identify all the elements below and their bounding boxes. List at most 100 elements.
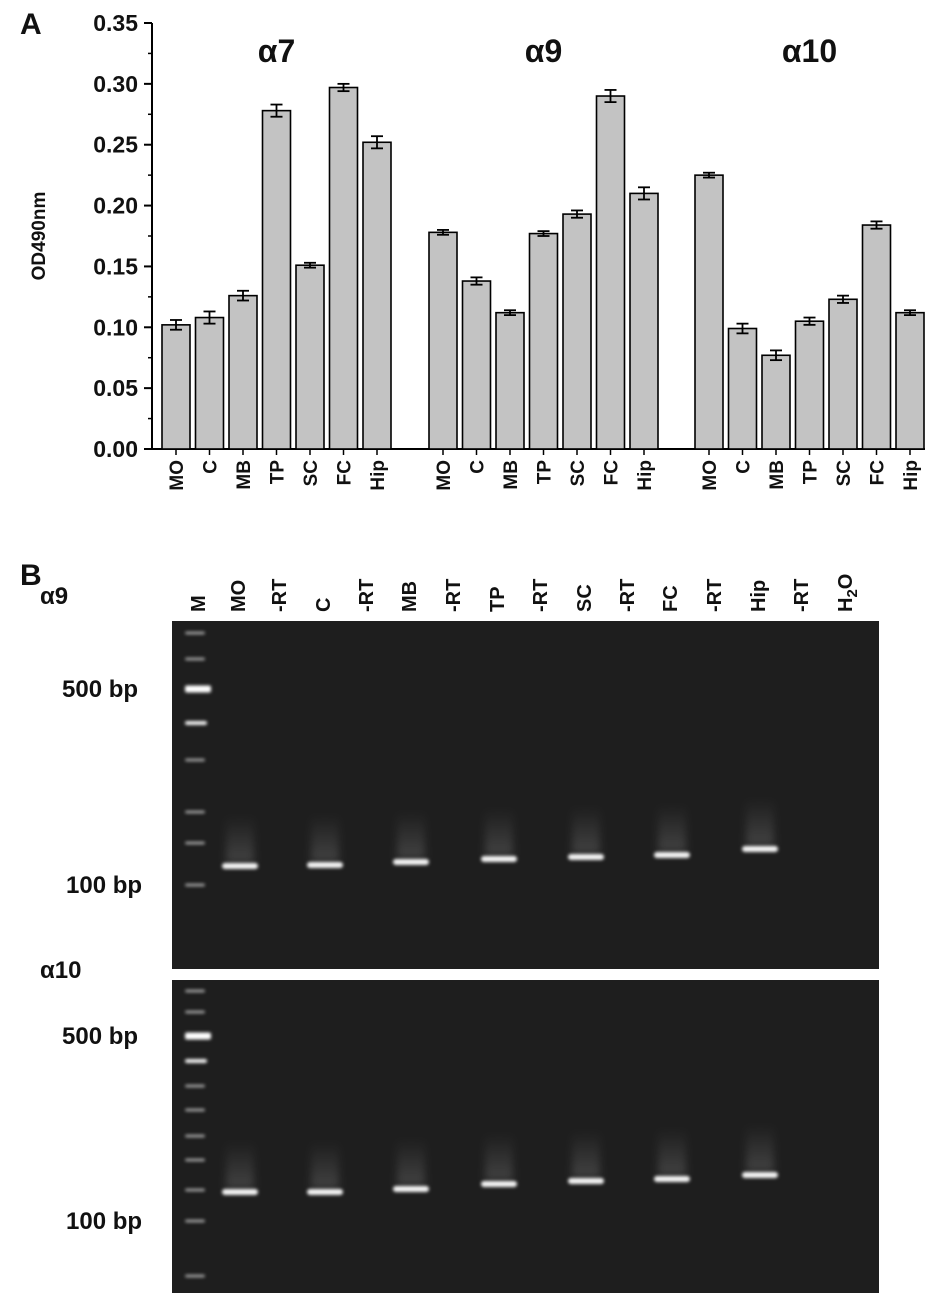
pcr-band — [307, 1189, 343, 1195]
pcr-band — [568, 1178, 604, 1184]
x-tick-label: FC — [335, 460, 356, 486]
y-tick-label: 0.35 — [93, 10, 138, 36]
group-title: α7 — [258, 33, 295, 69]
gel-title: α10 — [40, 957, 81, 984]
band-smear — [746, 1125, 774, 1171]
x-tick-label: MO — [434, 460, 455, 491]
bar — [895, 311, 925, 450]
ladder-band — [185, 721, 207, 725]
lane-label: -RT — [356, 579, 378, 612]
bar — [528, 232, 559, 450]
marker-500bp-label: 500 bp — [62, 676, 138, 703]
bar — [629, 192, 659, 450]
ladder-band — [185, 1010, 205, 1014]
band-smear — [658, 805, 686, 851]
panel-b-label: B — [20, 559, 42, 592]
ladder-band — [185, 989, 205, 993]
lane-label: C — [313, 598, 335, 612]
pcr-band — [307, 862, 343, 868]
band-smear — [397, 812, 425, 858]
panel-a-label: A — [20, 8, 42, 41]
band-smear — [311, 815, 339, 861]
x-tick-label: TP — [801, 460, 822, 485]
band-smear — [658, 1129, 686, 1175]
ladder-band — [185, 883, 205, 887]
ladder-band — [185, 1084, 205, 1088]
pcr-band — [481, 856, 517, 862]
bar-chart: 0.00 0.05 0.10 0.15 0.20 0.25 0.30 0.35 OD490nm M… — [29, 10, 925, 491]
bar — [428, 231, 458, 450]
lane-label: TP — [487, 586, 509, 612]
ladder-band — [185, 1274, 205, 1278]
lane-label: -RT — [617, 579, 639, 612]
gel-lane-labels: M MO -RT C -RT MB -RT TP -RT SC -RT FC -RT Hip -RT H2O — [188, 574, 861, 612]
group-title: α10 — [782, 33, 837, 69]
band-smear — [311, 1142, 339, 1188]
pcr-band — [393, 859, 429, 865]
pcr-band — [568, 854, 604, 860]
gel-title: α9 — [40, 583, 68, 610]
bar — [362, 141, 392, 450]
gel-background — [172, 621, 879, 969]
band-smear — [746, 799, 774, 845]
y-axis-title: OD490nm — [29, 192, 50, 281]
bar — [261, 109, 292, 450]
x-tick-label: MB — [501, 460, 522, 490]
lane-label: Hip — [748, 580, 770, 612]
y-tick-label: 0.20 — [93, 193, 138, 219]
pcr-band — [742, 1172, 778, 1178]
ladder-band — [185, 810, 205, 814]
pcr-band — [222, 863, 258, 869]
lane-label: FC — [660, 585, 682, 612]
y-tick-label: 0.10 — [93, 314, 138, 340]
bar — [461, 280, 492, 450]
bar — [161, 324, 191, 450]
ladder-band — [185, 758, 205, 762]
x-tick-label: TP — [535, 460, 556, 485]
x-tick-label: FC — [868, 460, 889, 486]
x-tick-label: TP — [268, 460, 289, 485]
bar — [694, 174, 724, 450]
lane-label: MB — [399, 581, 421, 612]
x-tick-label: Hip — [901, 460, 922, 491]
group-title: α9 — [525, 33, 562, 69]
bar — [794, 320, 825, 450]
x-tick-label: Hip — [368, 460, 389, 491]
pcr-band — [393, 1186, 429, 1192]
lane-label: -RT — [269, 579, 291, 612]
ladder-band — [185, 657, 205, 661]
bar — [328, 86, 359, 450]
x-tick-label: C — [734, 460, 755, 474]
x-tick-label: MO — [700, 460, 721, 491]
y-tick-label: 0.30 — [93, 71, 138, 97]
x-tick-label: Hip — [635, 460, 656, 491]
x-tick-label: MB — [767, 460, 788, 490]
lane-label: -RT — [704, 579, 726, 612]
lane-label: MO — [228, 580, 250, 612]
y-tick-label: 0.25 — [93, 132, 138, 158]
ladder-band — [185, 1219, 205, 1223]
marker-100bp-label: 100 bp — [66, 872, 142, 899]
letter-o: O — [835, 574, 857, 590]
lane-label: SC — [574, 584, 596, 612]
x-tick-label: SC — [834, 460, 855, 487]
y-tick-label: 0.00 — [93, 436, 138, 462]
x-tick-label: FC — [602, 460, 623, 486]
lane-label: M — [188, 595, 210, 612]
bar — [228, 294, 258, 450]
pcr-band — [481, 1181, 517, 1187]
ladder-band — [185, 631, 205, 635]
ladder-band — [185, 685, 211, 693]
bar — [194, 316, 225, 450]
ladder-band — [185, 1059, 207, 1063]
pcr-band — [742, 846, 778, 852]
band-smear — [397, 1139, 425, 1185]
lane-label: -RT — [443, 579, 465, 612]
bar — [295, 264, 325, 450]
lane-label: -RT — [530, 579, 552, 612]
bar — [595, 95, 626, 450]
bar — [761, 354, 791, 450]
marker-500bp-label: 500 bp — [62, 1023, 138, 1050]
x-tick-label: SC — [301, 460, 322, 487]
x-tick-label: MO — [167, 460, 188, 491]
